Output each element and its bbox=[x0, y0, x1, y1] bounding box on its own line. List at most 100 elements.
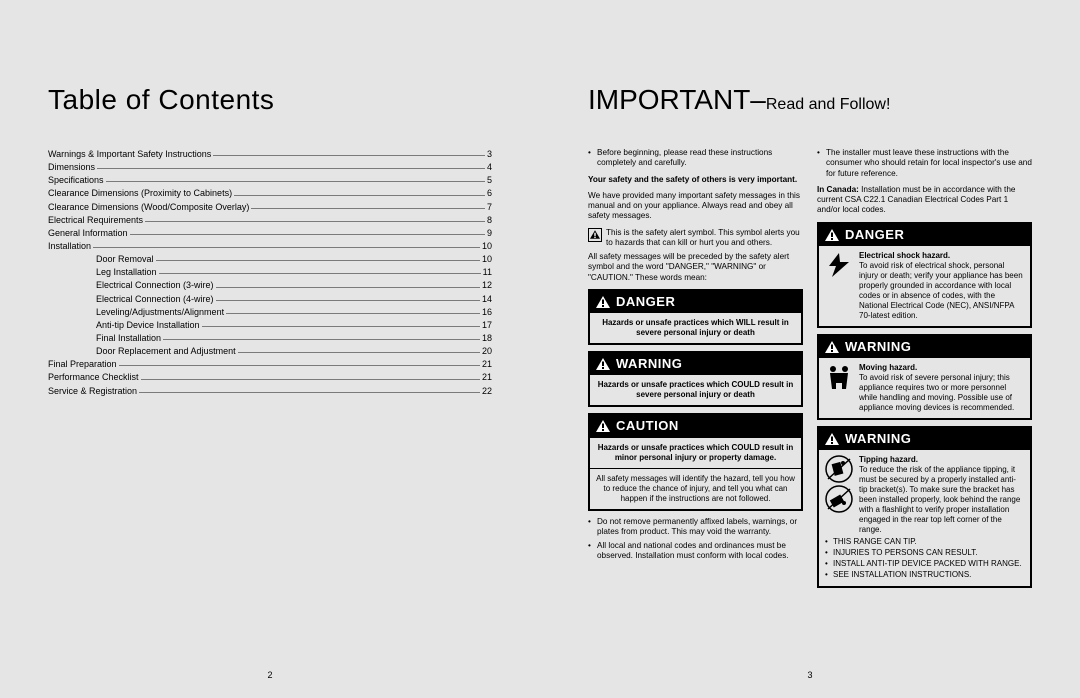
warning-triangle-icon bbox=[825, 341, 839, 353]
caution-body: Hazards or unsafe practices which COULD … bbox=[590, 438, 801, 468]
installer-bullet: The installer must leave these instructi… bbox=[817, 148, 1032, 179]
toc-page: 21 bbox=[482, 358, 492, 370]
toc-row: Warnings & Important Safety Instructions… bbox=[48, 148, 492, 160]
toc-leader bbox=[216, 287, 480, 288]
toc-label: Clearance Dimensions (Proximity to Cabin… bbox=[48, 187, 232, 199]
toc-row: Final Installation18 bbox=[48, 332, 492, 344]
identify-para: All safety messages will identify the ha… bbox=[590, 468, 801, 509]
toc-label: General Information bbox=[48, 227, 128, 239]
toc-leader bbox=[106, 181, 485, 182]
toc-page: 16 bbox=[482, 306, 492, 318]
toc-leader bbox=[234, 195, 485, 196]
warning-body: Hazards or unsafe practices which COULD … bbox=[590, 375, 801, 405]
toc-leader bbox=[216, 300, 480, 301]
electrical-headline: Electrical shock hazard. bbox=[859, 251, 1024, 261]
toc-page: 10 bbox=[482, 253, 492, 265]
toc-row: Door Removal 10 bbox=[48, 253, 492, 265]
moving-headline: Moving hazard. bbox=[859, 363, 1024, 373]
toc-page: 22 bbox=[482, 385, 492, 397]
toc-label: Specifications bbox=[48, 174, 104, 186]
toc-row: Electrical Requirements8 bbox=[48, 214, 492, 226]
moving-icon bbox=[825, 363, 853, 391]
toc-page: 12 bbox=[482, 279, 492, 291]
toc-row: Clearance Dimensions (Proximity to Cabin… bbox=[48, 187, 492, 199]
toc-leader bbox=[238, 352, 480, 353]
toc-page: 5 bbox=[487, 174, 492, 186]
tip-icon-2 bbox=[825, 485, 853, 513]
alert-triangle-icon bbox=[588, 228, 602, 242]
safety-important-line: Your safety and the safety of others is … bbox=[588, 175, 803, 185]
toc-label: Leg Installation bbox=[96, 266, 157, 278]
warning-tipping-body: Tipping hazard. To reduce the risk of th… bbox=[819, 450, 1030, 586]
danger-electrical-body: Electrical shock hazard. To avoid risk o… bbox=[819, 246, 1030, 326]
danger-electrical-header: DANGER bbox=[819, 224, 1030, 246]
toc-label: Electrical Connection (3-wire) bbox=[96, 279, 214, 291]
right-page: IMPORTANT–Read and Follow! Before beginn… bbox=[540, 0, 1080, 698]
shock-icon bbox=[825, 251, 853, 279]
toc-leader bbox=[141, 379, 480, 380]
tipping-caps-list: THIS RANGE CAN TIP.INJURIES TO PERSONS C… bbox=[825, 537, 1024, 580]
toc-label: Door Replacement and Adjustment bbox=[96, 345, 236, 357]
warning-moving-header: WARNING bbox=[819, 336, 1030, 358]
toc-row: Dimensions4 bbox=[48, 161, 492, 173]
toc-page: 9 bbox=[487, 227, 492, 239]
right-page-number: 3 bbox=[807, 670, 812, 680]
tipping-body-text: To reduce the risk of the appliance tipp… bbox=[859, 465, 1024, 535]
toc-list: Warnings & Important Safety Instructions… bbox=[48, 148, 492, 397]
danger-header: DANGER bbox=[590, 291, 801, 313]
trailing-bullet: Do not remove permanently affixed labels… bbox=[588, 517, 803, 538]
toc-leader bbox=[156, 260, 480, 261]
caps-item: INJURIES TO PERSONS CAN RESULT. bbox=[825, 548, 1024, 558]
trailing-bullet: All local and national codes and ordinan… bbox=[588, 541, 803, 562]
toc-row: Installation10 bbox=[48, 240, 492, 252]
toc-row: Final Preparation21 bbox=[48, 358, 492, 370]
toc-page: 3 bbox=[487, 148, 492, 160]
warning-header: WARNING bbox=[590, 353, 801, 375]
toc-page: 8 bbox=[487, 214, 492, 226]
toc-label: Leveling/Adjustments/Alignment bbox=[96, 306, 224, 318]
trailing-bullets: Do not remove permanently affixed labels… bbox=[588, 517, 803, 562]
toc-page: 7 bbox=[487, 201, 492, 213]
electrical-body-text: To avoid risk of electrical shock, perso… bbox=[859, 261, 1024, 321]
right-col-2: The installer must leave these instructi… bbox=[817, 148, 1032, 594]
canada-para: In Canada: Installation must be in accor… bbox=[817, 185, 1032, 216]
toc-row: Anti-tip Device Installation17 bbox=[48, 319, 492, 331]
tip-icon-1 bbox=[825, 455, 853, 483]
caps-item: THIS RANGE CAN TIP. bbox=[825, 537, 1024, 547]
warning-triangle-icon bbox=[825, 433, 839, 445]
important-title: IMPORTANT–Read and Follow! bbox=[588, 84, 1032, 116]
warning-moving-word: WARNING bbox=[845, 339, 911, 355]
tipping-icons bbox=[825, 455, 853, 513]
warning-word: WARNING bbox=[616, 356, 682, 372]
toc-row: Electrical Connection (4-wire)14 bbox=[48, 293, 492, 305]
toc-page: 14 bbox=[482, 293, 492, 305]
alert-symbol-text: This is the safety alert symbol. This sy… bbox=[606, 228, 803, 249]
warning-moving-body: Moving hazard. To avoid risk of severe p… bbox=[819, 358, 1030, 418]
page-spread: Table of Contents Warnings & Important S… bbox=[0, 0, 1080, 698]
warning-tipping-word: WARNING bbox=[845, 431, 911, 447]
intro-bullet: Before beginning, please read these inst… bbox=[588, 148, 803, 169]
toc-leader bbox=[97, 168, 485, 169]
toc-label: Installation bbox=[48, 240, 91, 252]
intro-bullets: Before beginning, please read these inst… bbox=[588, 148, 803, 169]
warning-triangle-icon bbox=[596, 358, 610, 370]
toc-leader bbox=[130, 234, 485, 235]
toc-row: Electrical Connection (3-wire) 12 bbox=[48, 279, 492, 291]
toc-leader bbox=[145, 221, 485, 222]
toc-leader bbox=[93, 247, 480, 248]
toc-page: 11 bbox=[483, 266, 492, 278]
toc-label: Door Removal bbox=[96, 253, 154, 265]
warning-tipping-header: WARNING bbox=[819, 428, 1030, 450]
caution-header: CAUTION bbox=[590, 415, 801, 437]
toc-title: Table of Contents bbox=[48, 84, 492, 116]
tipping-headline: Tipping hazard. bbox=[859, 455, 1024, 465]
alert-symbol-row: This is the safety alert symbol. This sy… bbox=[588, 228, 803, 249]
toc-label: Clearance Dimensions (Wood/Composite Ove… bbox=[48, 201, 249, 213]
toc-label: Final Installation bbox=[96, 332, 161, 344]
toc-leader bbox=[213, 155, 485, 156]
toc-leader bbox=[159, 273, 481, 274]
warning-triangle-icon bbox=[596, 420, 610, 432]
left-page: Table of Contents Warnings & Important S… bbox=[0, 0, 540, 698]
toc-row: Leveling/Adjustments/Alignment 16 bbox=[48, 306, 492, 318]
toc-leader bbox=[251, 208, 485, 209]
